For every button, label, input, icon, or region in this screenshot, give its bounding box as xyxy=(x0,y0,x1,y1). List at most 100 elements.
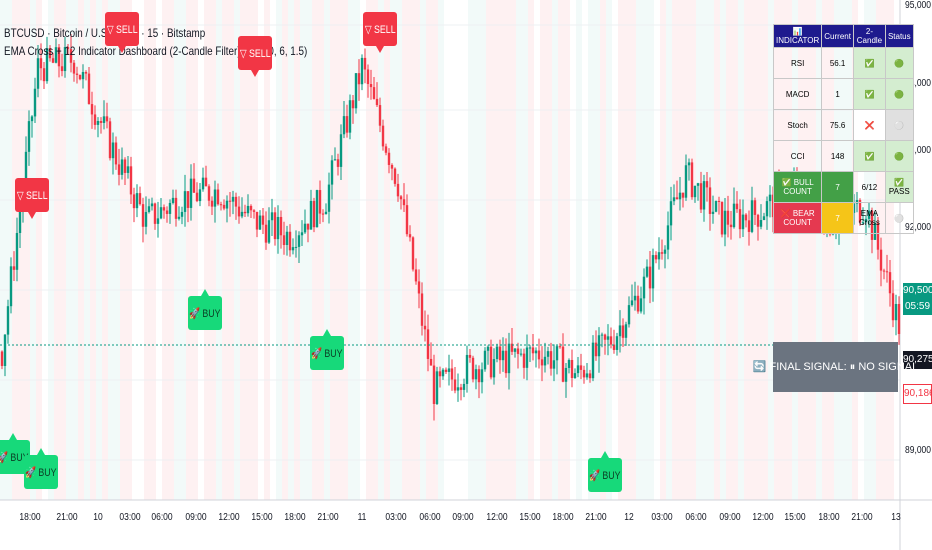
candle-body xyxy=(609,336,613,345)
bg-stripe xyxy=(204,0,210,500)
candle-body xyxy=(51,58,55,63)
bg-stripe xyxy=(444,0,450,500)
candle-body xyxy=(402,199,406,206)
candle-body xyxy=(234,196,238,207)
candle-body xyxy=(450,368,454,380)
candle-body xyxy=(678,192,682,200)
candle-body xyxy=(63,47,67,72)
candle-body xyxy=(225,200,229,209)
dash-row-filter: ✅ xyxy=(852,140,886,172)
dash-row-cci: CCI 148 ✅ 🟢 xyxy=(772,140,914,172)
bg-stripe xyxy=(240,0,246,500)
candle-body xyxy=(45,48,49,82)
bg-stripe xyxy=(156,0,162,500)
dash-row-current: 148 xyxy=(821,140,854,172)
candle-body xyxy=(144,211,148,227)
candle-body xyxy=(81,72,85,80)
candle-body xyxy=(273,212,277,240)
bg-stripe xyxy=(102,0,108,500)
candle-body xyxy=(540,359,544,366)
candle-body xyxy=(471,357,475,380)
candle-body xyxy=(690,162,694,198)
candle-body xyxy=(12,266,16,270)
bg-stripe xyxy=(516,0,522,500)
price-axis-tick: 94,000 xyxy=(905,78,932,89)
bg-stripe xyxy=(684,0,690,500)
dash-row-rsi: RSI 56.1 ✅ 🟢 xyxy=(772,47,914,79)
candle-body xyxy=(444,369,448,372)
crosshair-price-label: 90,275 xyxy=(903,351,932,369)
candle-body xyxy=(468,354,472,358)
bg-stripe xyxy=(852,0,858,500)
candle-body xyxy=(669,201,673,226)
candle-body xyxy=(345,116,349,133)
candle-body xyxy=(312,200,316,228)
candle-body xyxy=(552,360,556,369)
bg-stripe xyxy=(834,0,840,500)
candle-body xyxy=(36,58,40,89)
candle-body xyxy=(432,365,436,404)
candle-body xyxy=(372,87,376,99)
candle-body xyxy=(558,346,562,348)
candle-body xyxy=(663,249,667,254)
candle-body xyxy=(255,211,259,230)
candle-body xyxy=(87,73,91,105)
indicator-title[interactable]: EMA Cross + 12 Indicator Dashboard (2-Ca… xyxy=(4,44,308,58)
candle-body xyxy=(555,346,559,361)
candle-body xyxy=(309,200,313,230)
signal-label: ▽ SELL xyxy=(364,23,396,36)
candle-body xyxy=(603,334,607,340)
candle-body xyxy=(168,202,172,214)
bull-ratio: 6/12 xyxy=(852,171,886,203)
candle-body xyxy=(453,379,457,391)
candle-body xyxy=(597,335,601,357)
bg-stripe xyxy=(642,0,648,500)
candle-body xyxy=(57,47,61,67)
candle-body xyxy=(213,189,217,207)
candle-body xyxy=(483,350,487,370)
candle-body xyxy=(657,252,661,260)
candle-body xyxy=(375,98,379,106)
bg-stripe xyxy=(378,0,384,500)
bg-stripe xyxy=(324,0,330,500)
candle-body xyxy=(336,159,340,167)
candle-body xyxy=(264,224,268,243)
bg-stripe xyxy=(150,0,156,500)
candle-body xyxy=(726,210,730,225)
candle-body xyxy=(189,178,193,208)
candle-body xyxy=(516,348,520,354)
candle-body xyxy=(162,207,166,211)
bg-stripe xyxy=(660,0,666,500)
bg-stripe xyxy=(720,0,726,500)
candle-body xyxy=(420,293,424,326)
symbol-title[interactable]: BTCUSD · Bitcoin / U.S. Dollar · 15 · Bi… xyxy=(4,26,206,40)
bg-stripe xyxy=(336,0,342,500)
candle-body xyxy=(732,203,736,228)
candle-body xyxy=(369,84,373,88)
bg-stripe xyxy=(54,0,60,500)
signal-label: ▽ SELL xyxy=(106,23,138,36)
candle-body xyxy=(339,134,343,167)
bg-stripe xyxy=(108,0,114,500)
candle-body xyxy=(639,298,643,312)
candle-body xyxy=(399,196,403,200)
candle-body xyxy=(33,88,37,117)
buy-signal-badge: 🚀 BUY xyxy=(310,329,344,370)
bg-stripe xyxy=(72,0,78,500)
bg-stripe xyxy=(600,0,606,500)
candle-body xyxy=(111,142,115,159)
candle-body xyxy=(654,255,658,260)
candle-body xyxy=(258,215,262,230)
candle-body xyxy=(729,224,733,228)
candle-body xyxy=(711,211,715,214)
candle-body xyxy=(546,351,550,357)
candle-body xyxy=(621,325,625,338)
time-axis-tick: 06:00 xyxy=(685,512,707,523)
bg-stripe xyxy=(24,0,30,500)
price-axis-tick: 92,000 xyxy=(905,222,932,233)
candle-body xyxy=(237,206,241,217)
time-axis-tick: 18:00 xyxy=(284,512,306,523)
candle-body xyxy=(174,197,178,219)
bg-stripe xyxy=(12,0,18,500)
